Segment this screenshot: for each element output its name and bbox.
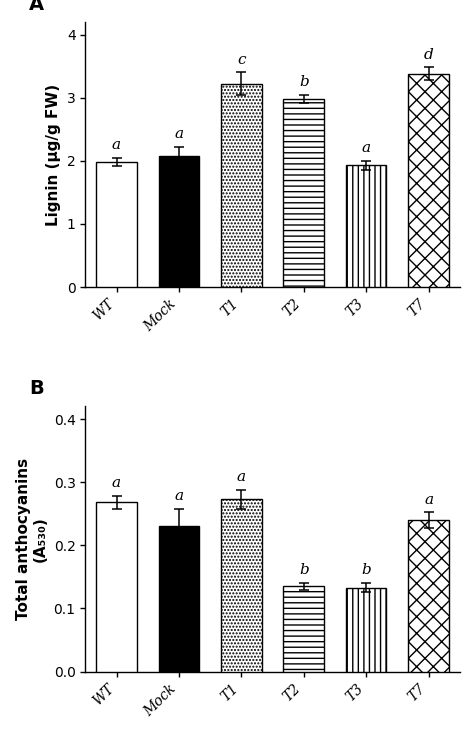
Bar [283, 586, 324, 672]
Text: A: A [29, 0, 44, 14]
Bar [159, 155, 199, 287]
Bar [346, 588, 386, 672]
Bar [221, 499, 262, 672]
Text: b: b [299, 75, 309, 89]
Bar [408, 520, 449, 672]
Text: a: a [174, 127, 183, 141]
Bar [283, 99, 324, 287]
Text: B: B [29, 380, 44, 399]
Text: a: a [112, 138, 121, 152]
Y-axis label: Total anthocyanins
(A₅₃₀): Total anthocyanins (A₅₃₀) [16, 458, 48, 620]
Bar [96, 162, 137, 287]
Text: a: a [112, 476, 121, 491]
Bar [346, 165, 386, 287]
Text: b: b [361, 564, 371, 577]
Bar [408, 74, 449, 287]
Bar [221, 84, 262, 287]
Y-axis label: Lignin (μg/g FW): Lignin (μg/g FW) [46, 83, 61, 226]
Bar [96, 502, 137, 672]
Text: a: a [174, 489, 183, 503]
Text: a: a [237, 470, 246, 484]
Text: a: a [424, 493, 433, 507]
Text: a: a [362, 141, 371, 155]
Bar [159, 526, 199, 672]
Text: b: b [299, 564, 309, 577]
Text: c: c [237, 53, 246, 66]
Text: d: d [424, 47, 433, 61]
